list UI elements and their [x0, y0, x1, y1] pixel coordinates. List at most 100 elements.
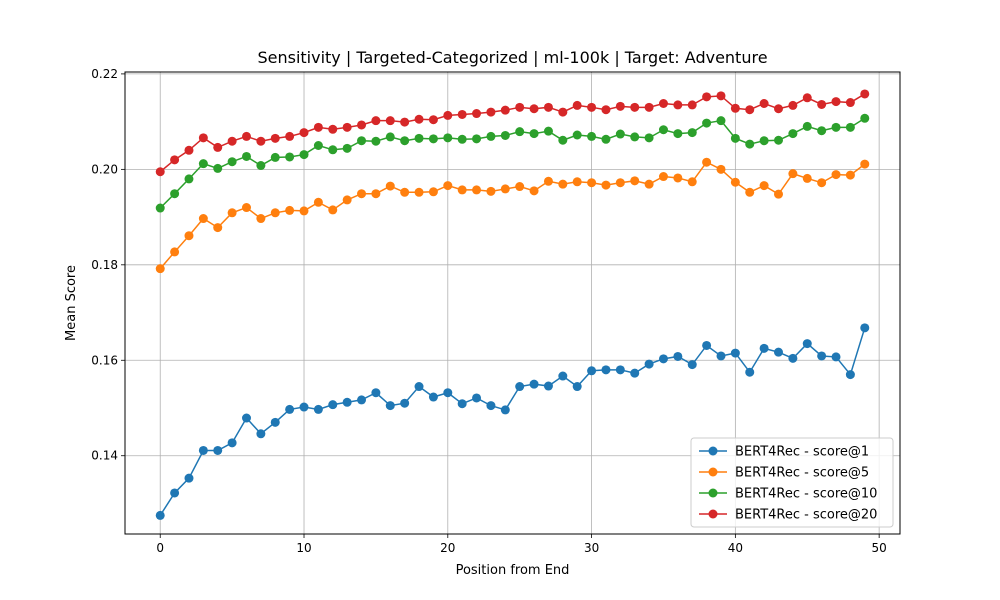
data-point: [357, 189, 367, 199]
data-point: [155, 167, 165, 177]
data-point: [687, 100, 697, 110]
data-point: [601, 134, 611, 144]
data-point: [227, 136, 237, 146]
data-point: [687, 177, 697, 187]
data-point: [270, 152, 280, 162]
data-point: [702, 92, 712, 102]
data-point: [500, 184, 510, 194]
data-point: [400, 398, 410, 408]
data-point: [198, 159, 208, 169]
data-point: [716, 116, 726, 126]
series-line: [159, 161, 866, 270]
data-point: [328, 145, 338, 155]
data-point: [601, 105, 611, 115]
data-point: [630, 368, 640, 378]
data-point: [831, 97, 841, 107]
data-point: [687, 128, 697, 138]
data-point: [227, 438, 237, 448]
data-point: [558, 107, 568, 117]
data-point: [644, 359, 654, 369]
legend-box: [690, 437, 894, 528]
data-point: [155, 264, 165, 274]
data-point: [299, 150, 309, 160]
legend-entry-score-20: BERT4Rec - score@20: [699, 508, 877, 523]
data-point: [414, 382, 424, 392]
data-point: [385, 132, 395, 142]
data-point: [256, 214, 266, 224]
data-point: [170, 189, 180, 199]
y-tick-label: 0.20: [91, 162, 118, 176]
data-point: [472, 185, 482, 195]
legend-label-score-20: BERT4Rec - score@20: [735, 508, 877, 523]
data-point: [500, 105, 510, 115]
data-point: [529, 379, 539, 389]
data-point: [515, 182, 525, 192]
data-point: [242, 203, 251, 213]
data-point: [184, 473, 194, 483]
data-point: [745, 139, 755, 149]
data-point: [529, 186, 539, 196]
data-point: [285, 205, 295, 215]
data-point: [500, 130, 510, 140]
data-point: [198, 133, 208, 143]
data-point: [213, 223, 223, 233]
data-point: [572, 100, 582, 110]
data-point: [788, 353, 798, 363]
data-point: [615, 101, 625, 111]
data-point: [342, 122, 352, 132]
data-point: [702, 157, 712, 167]
data-point: [198, 214, 208, 224]
data-point: [443, 388, 453, 398]
data-point: [774, 347, 783, 357]
data-point: [644, 133, 654, 143]
data-point: [673, 351, 683, 361]
data-point: [658, 125, 668, 135]
data-point: [371, 116, 381, 126]
data-point: [227, 208, 237, 218]
data-point: [184, 174, 194, 184]
data-point: [342, 195, 352, 205]
data-point: [802, 173, 812, 183]
data-point: [774, 135, 783, 145]
data-point: [443, 110, 453, 120]
data-point: [342, 143, 352, 153]
data-point: [673, 173, 683, 183]
data-point: [774, 189, 783, 199]
data-point: [817, 126, 827, 136]
grid: [125, 72, 900, 534]
data-point: [860, 323, 870, 333]
data-point: [774, 104, 783, 114]
chart-title: Sensitivity | Targeted-Categorized | ml-…: [257, 48, 767, 67]
data-point: [615, 129, 625, 139]
data-point: [630, 102, 640, 112]
data-point: [658, 99, 668, 108]
data-point: [313, 404, 323, 414]
data-point: [716, 91, 726, 101]
data-point: [845, 122, 855, 132]
data-point: [817, 99, 827, 109]
data-point: [687, 360, 697, 370]
x-axis-label: Position from End: [456, 563, 570, 578]
data-point: [860, 89, 870, 99]
data-point: [242, 151, 251, 161]
data-point: [428, 115, 438, 125]
legend-entry-score-1: BERT4Rec - score@1: [699, 445, 869, 460]
data-point: [313, 141, 323, 150]
data-point: [328, 400, 338, 410]
data-point: [515, 382, 525, 392]
data-point: [371, 189, 381, 199]
data-point: [414, 133, 424, 143]
data-point: [759, 343, 769, 353]
data-point: [587, 366, 597, 376]
data-point: [486, 107, 496, 117]
x-tick-label: 40: [728, 541, 743, 555]
plot-area-frame: [124, 71, 901, 535]
data-point: [860, 113, 870, 123]
data-point: [472, 393, 482, 403]
data-point: [328, 205, 338, 215]
data-point: [242, 131, 251, 141]
data-point: [242, 413, 251, 423]
data-point: [428, 392, 438, 402]
data-point: [745, 367, 755, 377]
